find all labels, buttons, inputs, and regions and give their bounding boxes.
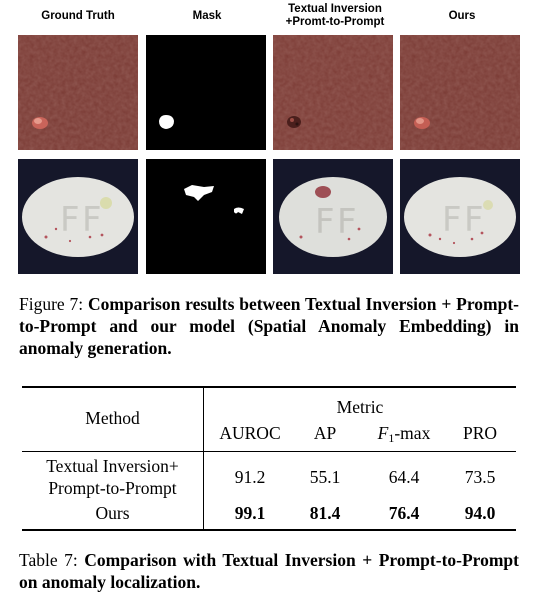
- pill-mask-image: [146, 159, 266, 274]
- pro-column-header: PRO: [462, 423, 498, 443]
- table-cell-auroc: 99.1: [234, 503, 266, 523]
- svg-text:F: F: [337, 202, 357, 242]
- metric-header: Metric: [336, 397, 384, 417]
- header-mask: Mask: [192, 10, 222, 22]
- table-row-method: Prompt-to-Prompt: [48, 478, 177, 498]
- f1-suffix: -max: [394, 423, 431, 443]
- f1max-column-header: F1-max: [358, 423, 450, 444]
- table-cell-f1max: 64.4: [388, 467, 420, 487]
- leather-textual-inversion-image: [273, 35, 393, 150]
- pill-ground-truth-image: F F: [18, 159, 138, 274]
- svg-text:F: F: [60, 200, 80, 240]
- pill-textual-inversion-image: F F: [273, 159, 393, 274]
- table-cell-pro: 73.5: [464, 467, 496, 487]
- leather-ground-truth-image: [18, 35, 138, 150]
- auroc-column-header: AUROC: [219, 423, 281, 443]
- pill-ours-image: F F: [400, 159, 520, 274]
- table-row-method: Ours: [95, 503, 130, 523]
- table-caption: Table 7: Comparison with Textual Inversi…: [19, 549, 519, 593]
- header-textual-inversion: Textual Inversion +Promt-to-Prompt: [285, 3, 385, 28]
- leather-mask-image: [146, 35, 266, 150]
- figure-caption-text: Comparison results between Textual Inver…: [19, 294, 519, 358]
- table-caption-text: Comparison with Textual Inversion + Prom…: [19, 550, 519, 592]
- figure-caption-label: Figure 7:: [19, 294, 84, 314]
- table-header-rule: [22, 451, 516, 452]
- svg-text:F: F: [82, 200, 102, 240]
- svg-text:F: F: [442, 200, 462, 240]
- f1-sub: 1: [388, 431, 395, 445]
- ap-column-header: AP: [313, 423, 337, 443]
- header-ground-truth: Ground Truth: [41, 10, 115, 22]
- table-cell-auroc: 91.2: [234, 467, 266, 487]
- f1-base: F: [377, 423, 389, 443]
- figure-caption: Figure 7: Comparison results between Tex…: [19, 293, 519, 359]
- table-bottom-rule: [22, 529, 516, 531]
- table-column-divider: [203, 387, 204, 529]
- table-cell-ap: 81.4: [309, 503, 341, 523]
- svg-text:F: F: [315, 202, 335, 242]
- table-cell-ap: 55.1: [309, 467, 341, 487]
- svg-text:F: F: [464, 200, 484, 240]
- table-row-method: Textual Inversion+: [46, 456, 179, 476]
- table-cell-pro: 94.0: [464, 503, 496, 523]
- method-header: Method: [85, 408, 140, 428]
- leather-ours-image: [400, 35, 520, 150]
- table-cell-f1max: 76.4: [388, 503, 420, 523]
- table-caption-label: Table 7:: [19, 550, 78, 570]
- table-top-rule: [22, 386, 516, 388]
- header-ours: Ours: [448, 10, 476, 22]
